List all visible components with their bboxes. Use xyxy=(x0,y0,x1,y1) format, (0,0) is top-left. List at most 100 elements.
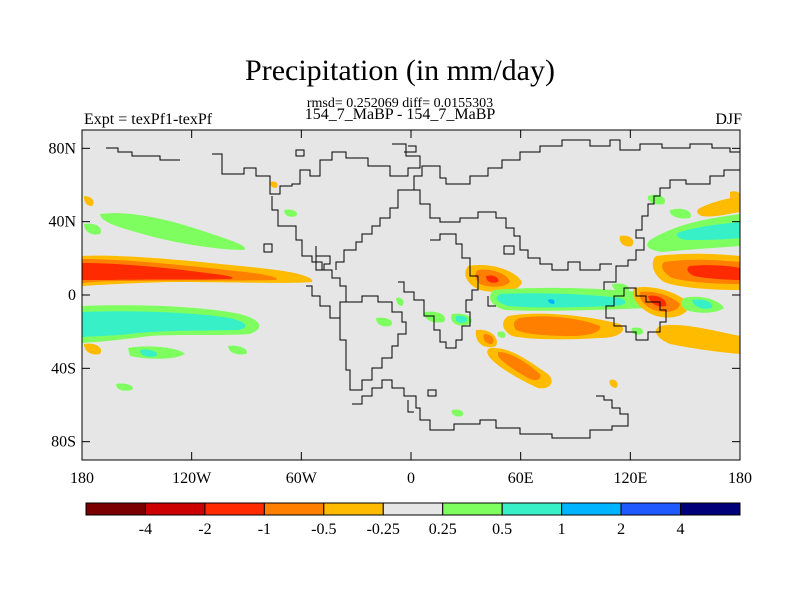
coastline xyxy=(603,169,740,290)
precip-region xyxy=(284,209,298,217)
coastline xyxy=(263,243,273,253)
precip-region xyxy=(631,327,644,335)
precip-region xyxy=(498,352,541,381)
y-tick-label: 0 xyxy=(68,287,76,304)
precip-region xyxy=(609,379,618,388)
precip-region xyxy=(497,331,506,338)
colorbar-label: -0.25 xyxy=(367,521,400,538)
colorbar-swatch xyxy=(323,502,384,516)
colorbar-swatch xyxy=(263,502,325,516)
colorbar-label: 1 xyxy=(558,521,566,538)
precip-region xyxy=(455,315,468,323)
coastline xyxy=(427,389,437,397)
coastline xyxy=(413,165,612,271)
colorbar-label: 4 xyxy=(677,521,685,538)
colorbar-label: -1 xyxy=(258,521,271,538)
stats-text: rmsd= 0.252069 diff= 0.0155303 xyxy=(306,96,494,111)
coastline xyxy=(428,139,740,185)
precip-region xyxy=(82,263,233,280)
colorbar-swatch xyxy=(144,502,206,516)
coastline xyxy=(212,143,421,195)
x-tick-label: 120W xyxy=(172,470,212,487)
colorbar-label: -0.5 xyxy=(311,521,336,538)
precip-region xyxy=(376,317,393,327)
coastline xyxy=(404,145,417,153)
coastline xyxy=(106,147,180,161)
colorbar-label: -2 xyxy=(198,521,211,538)
colorbar: -4 -2 -1 -0.5 -0.25 0.25 0.5 1 2 4 xyxy=(85,502,741,538)
precip-region xyxy=(648,295,667,307)
colorbar-label: 0.5 xyxy=(492,521,512,538)
coastline xyxy=(339,295,407,391)
colorbar-swatch xyxy=(620,502,682,516)
coastline xyxy=(605,287,667,341)
precip-region xyxy=(669,208,691,219)
precip-region xyxy=(84,196,94,206)
precip-region xyxy=(270,181,278,188)
precip-region xyxy=(486,275,499,283)
precip-region xyxy=(84,343,102,355)
precip-region xyxy=(483,334,494,344)
precip-region xyxy=(676,222,740,240)
x-tick-label: 60W xyxy=(286,470,318,487)
precip-region xyxy=(424,311,446,323)
colorbar-label: 2 xyxy=(617,521,625,538)
colorbar-swatch xyxy=(442,502,503,516)
precip-region xyxy=(548,299,555,304)
precip-region xyxy=(100,213,246,250)
precip-region xyxy=(82,311,246,337)
precip-region xyxy=(396,297,404,306)
x-axis: 180 120W 60W 0 60E 120E 180 xyxy=(70,130,752,487)
coastline xyxy=(352,379,629,439)
precip-region xyxy=(496,293,626,308)
y-tick-label: 40N xyxy=(48,214,76,231)
coastline xyxy=(398,233,479,349)
coastline xyxy=(271,196,347,319)
x-tick-label: 180 xyxy=(70,470,94,487)
precip-region xyxy=(140,349,157,357)
precip-field xyxy=(82,181,740,417)
colorbar-swatch xyxy=(501,502,563,516)
experiment-label: Expt = texPf1-texPf xyxy=(84,111,213,128)
colorbar-swatch xyxy=(680,502,741,516)
precip-region xyxy=(84,223,102,235)
coastline xyxy=(335,189,414,270)
precip-region xyxy=(730,191,740,198)
coastline xyxy=(407,400,414,413)
plot-title: Precipitation (in mm/day) xyxy=(245,54,555,87)
precip-region xyxy=(228,345,247,355)
x-tick-label: 0 xyxy=(407,470,415,487)
coastlines xyxy=(106,139,740,439)
y-tick-label: 80N xyxy=(48,140,76,157)
colorbar-swatch xyxy=(382,502,444,516)
precip-region xyxy=(692,299,713,309)
plot-subtitle: 154_7_MaBP - 154_7_MaBP xyxy=(304,106,496,123)
y-tick-label: 80S xyxy=(51,434,76,451)
y-tick-label: 40S xyxy=(51,360,76,377)
colorbar-swatch xyxy=(85,502,146,516)
x-tick-label: 60E xyxy=(508,470,534,487)
coastline xyxy=(315,246,331,271)
x-tick-label: 120E xyxy=(613,470,647,487)
colorbar-swatch xyxy=(204,502,265,516)
coastline xyxy=(295,149,305,157)
precip-region xyxy=(116,383,133,391)
coastline xyxy=(503,245,515,255)
precip-region xyxy=(451,409,464,417)
season-label: DJF xyxy=(715,111,742,128)
colorbar-swatch xyxy=(561,502,622,516)
precip-region xyxy=(619,235,634,247)
colorbar-label: 0.25 xyxy=(429,521,457,538)
y-axis: 80N 40N 0 40S 80S xyxy=(48,140,740,451)
precip-region xyxy=(655,324,740,354)
precip-region xyxy=(647,194,666,205)
x-tick-label: 180 xyxy=(728,470,752,487)
precip-region xyxy=(513,316,601,336)
precip-region xyxy=(687,265,740,280)
precip-region xyxy=(697,196,740,217)
precip-region xyxy=(612,283,630,293)
coastline xyxy=(487,296,496,307)
colorbar-label: -4 xyxy=(139,521,152,538)
precip-region xyxy=(128,346,185,359)
